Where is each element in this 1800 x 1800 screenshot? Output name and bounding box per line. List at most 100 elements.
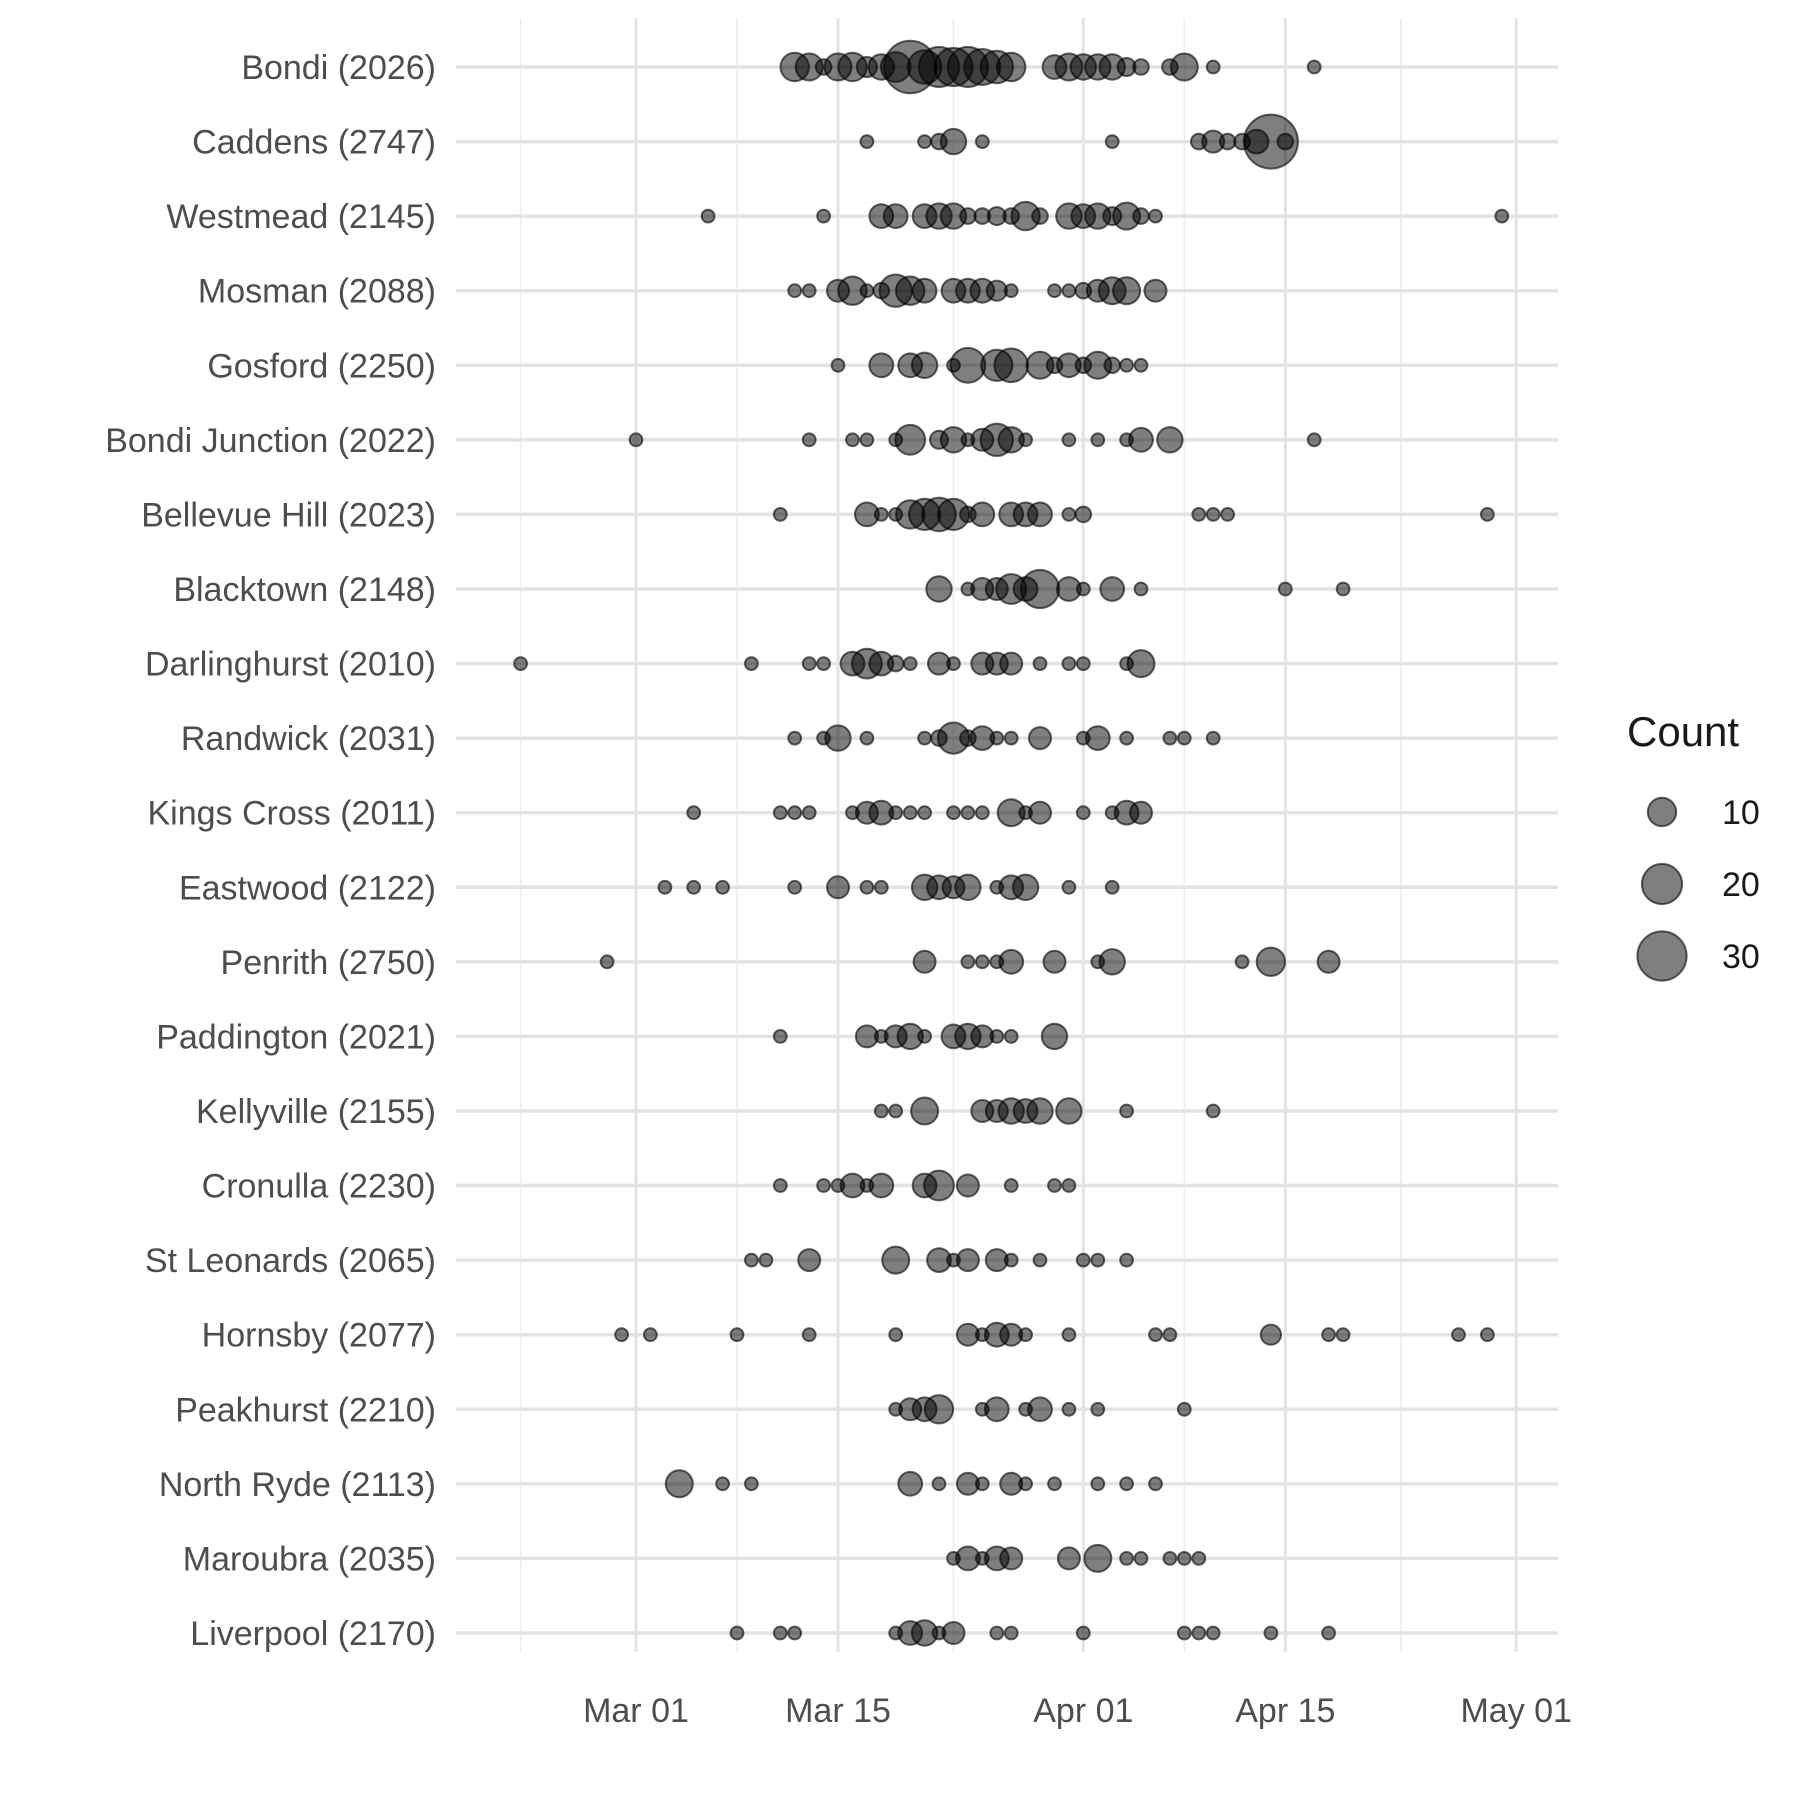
bubble-point — [868, 1172, 895, 1199]
y-tick-label: Peakhurst (2210) — [175, 1391, 436, 1429]
bubble-point — [1494, 208, 1510, 224]
major-gridlines — [634, 18, 1518, 1652]
bubble-point — [1220, 507, 1235, 522]
bubble-point — [873, 879, 889, 895]
legend-title: Count — [1627, 708, 1739, 755]
bubble-point — [801, 432, 817, 448]
legend-label: 20 — [1722, 866, 1760, 904]
bubble-point — [830, 357, 846, 373]
bubble-point — [787, 879, 803, 895]
bubble-point — [1321, 1327, 1336, 1343]
bubble-point — [954, 873, 982, 901]
bubble-point — [772, 1178, 788, 1193]
bubble-point — [801, 283, 817, 299]
bubble-point — [996, 51, 1027, 83]
bubble-point — [1335, 1327, 1351, 1343]
bubble-point — [1126, 649, 1156, 679]
bubble-point — [664, 1469, 694, 1499]
bubble-point — [912, 949, 937, 974]
y-tick-label: Eastwood (2122) — [179, 869, 436, 907]
bubble-point — [974, 1476, 990, 1492]
legend-items: 10 20 30 — [1636, 794, 1760, 982]
bubble-point — [1061, 507, 1077, 522]
bubble-point — [873, 507, 889, 522]
bubble-point — [998, 948, 1025, 975]
bubble-point — [955, 1173, 980, 1198]
bubble-point — [969, 501, 996, 528]
bubble-point — [910, 1096, 940, 1126]
bubble-point — [1316, 949, 1341, 974]
bubble-point — [959, 207, 977, 225]
bubble-point — [931, 1476, 947, 1492]
bubble-point — [873, 1103, 889, 1119]
bubble-point — [1075, 805, 1091, 821]
bubble-point — [772, 805, 788, 821]
x-axis-labels: Mar 01 Mar 15 Apr 01 Apr 15 May 01 — [583, 1692, 1572, 1730]
row-gridlines — [456, 65, 1558, 1635]
bubble-point — [917, 730, 932, 746]
bubble-point — [1255, 946, 1287, 977]
bubble-point — [1099, 576, 1126, 602]
bubble-point — [824, 724, 852, 752]
bubble-point — [1047, 1178, 1062, 1193]
bubble-point — [946, 805, 961, 821]
bubble-point — [816, 208, 831, 224]
bubble-point — [826, 875, 850, 900]
bubble-point — [1191, 1625, 1207, 1641]
bubble-point — [1306, 432, 1322, 448]
bubble-point — [1119, 730, 1134, 746]
bubble-point — [1061, 1327, 1077, 1343]
bubble-point — [1128, 426, 1154, 453]
bubble-point — [886, 654, 905, 673]
bubble-point — [1263, 1625, 1279, 1641]
bubble-point — [1176, 1401, 1192, 1417]
bubble-point — [1011, 873, 1040, 901]
y-tick-label: Penrith (2750) — [221, 944, 436, 982]
bubble-point — [513, 656, 528, 671]
bubble-point — [888, 1327, 904, 1343]
bubble-point — [859, 879, 875, 895]
y-tick-label: Hornsby (2077) — [202, 1317, 436, 1355]
bubble-point — [686, 879, 702, 895]
bubble-point — [894, 423, 927, 456]
x-tick-label: May 01 — [1460, 1692, 1572, 1730]
y-tick-label: Mosman (2088) — [198, 273, 436, 311]
bubble-point — [989, 1029, 1005, 1044]
bubble-point — [1075, 1252, 1091, 1268]
legend-key-bubble — [1646, 796, 1678, 828]
bubble-point — [1075, 581, 1091, 597]
bubble-point — [989, 1625, 1005, 1641]
bubble-point — [917, 134, 932, 150]
y-tick-label: Westmead (2145) — [166, 198, 436, 236]
bubble-point — [1104, 134, 1120, 150]
y-tick-label: Bondi (2026) — [241, 49, 436, 87]
bubble-point — [816, 656, 831, 671]
bubble-point — [1018, 432, 1033, 448]
bubble-point — [999, 651, 1024, 676]
bubble-point — [1083, 1543, 1113, 1573]
y-tick-label: Gosford (2250) — [207, 347, 436, 385]
bubble-point — [1061, 432, 1077, 448]
bubble-point — [859, 730, 875, 746]
bubble-point — [1176, 1551, 1192, 1566]
bubble-point — [1056, 1546, 1081, 1571]
bubble-point — [1335, 581, 1351, 597]
legend-label: 30 — [1722, 938, 1760, 976]
bubble-point — [1148, 1327, 1163, 1343]
bubble-point — [801, 1327, 817, 1343]
bubble-point — [1104, 879, 1120, 895]
bubble-point — [599, 954, 615, 970]
bubble-point — [1027, 501, 1053, 528]
y-tick-label: Maroubra (2035) — [183, 1540, 436, 1578]
bubble-point — [902, 656, 918, 671]
y-tick-label: North Ryde (2113) — [159, 1466, 436, 1504]
bubble-point — [1090, 1476, 1106, 1492]
bubble-point — [1003, 1178, 1019, 1193]
bubble-point — [1169, 52, 1199, 82]
bubble-point — [1205, 1625, 1221, 1641]
bubble-point — [1259, 1323, 1283, 1346]
bubble-point — [1074, 505, 1093, 524]
bubble-point — [1191, 1551, 1207, 1566]
bubble-point — [1090, 1252, 1106, 1268]
bubble-point — [1061, 1401, 1077, 1417]
